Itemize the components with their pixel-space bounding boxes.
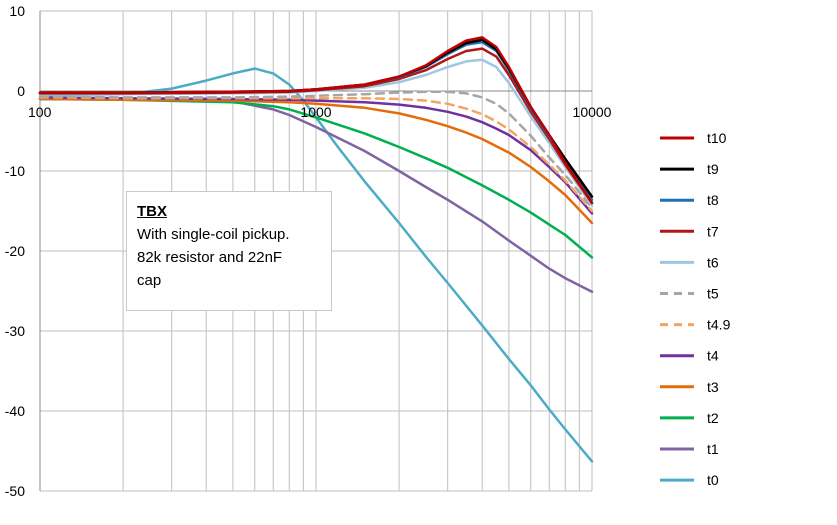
series-line-t0 [38,67,594,463]
series-lines [38,36,594,463]
legend-label-t9: t9 [707,161,719,177]
series-line-t5 [38,90,594,210]
legend-label-t1: t1 [707,441,719,457]
y-tick-label: -50 [5,483,25,499]
y-tick-label: 10 [9,3,25,19]
series-line-t2 [38,97,594,259]
annotation-line-3: cap [137,272,162,289]
y-tick-label: -40 [5,403,25,419]
legend-label-t3: t3 [707,379,719,395]
x-tick-labels: 100 1000 10000 [28,104,612,120]
legend-label-t0: t0 [707,472,719,488]
x-tick-label: 100 [28,104,52,120]
series-line-t4.9 [38,96,594,213]
legend-label-t10: t10 [707,130,727,146]
legend-label-t6: t6 [707,254,719,270]
legend-label-t4: t4 [707,348,719,364]
annotation-line-1: With single-coil pickup. [137,226,290,243]
y-tick-label: 0 [17,83,25,99]
legend-label-t7: t7 [707,223,719,239]
y-tick-labels: 10 0 -10 -20 -30 -40 -50 [5,3,25,499]
y-tick-label: -10 [5,163,25,179]
y-tick-label: -20 [5,243,25,259]
legend-label-t4.9: t4.9 [707,317,731,333]
legend-label-t5: t5 [707,286,719,302]
x-tick-label: 10000 [573,104,612,120]
series-line-t3 [38,97,594,225]
annotation-box: TBX With single-coil pickup. 82k resisto… [126,191,332,311]
x-tick-label: 1000 [300,104,331,120]
annotation-line-2: 82k resistor and 22nF [137,249,283,266]
legend-label-t8: t8 [707,192,719,208]
legend-label-t2: t2 [707,410,719,426]
legend: t10 t9 t8 t7 t6 t5 t4.9 t4 t3 t2 t1 t0 [660,130,731,488]
series-line-t4 [38,96,594,215]
annotation-title: TBX [137,203,167,220]
series-line-t10 [38,36,594,205]
y-tick-label: -30 [5,323,25,339]
